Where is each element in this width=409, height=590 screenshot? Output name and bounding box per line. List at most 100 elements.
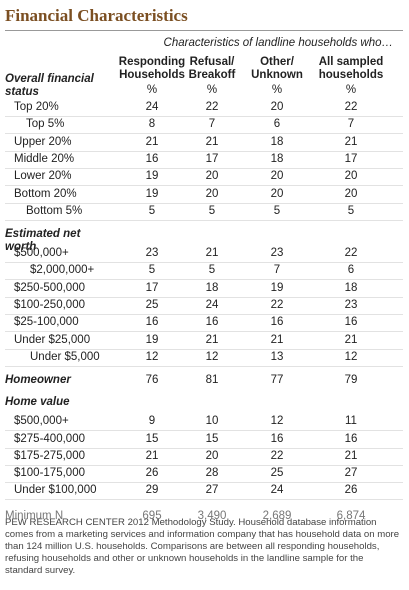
cell-value: % (271, 84, 283, 96)
cell-value: 25 (145, 299, 159, 311)
row-separator (5, 348, 403, 350)
cell-value: 21 (145, 449, 159, 462)
row-separator (5, 296, 403, 298)
cell-value: 18 (270, 135, 284, 148)
cell-value: 9 (148, 415, 156, 428)
title: Financial Characteristics (5, 6, 188, 25)
cell-value: 20 (270, 187, 284, 200)
cell-value: 23 (344, 299, 358, 311)
cell-value: 81 (205, 374, 219, 387)
cell-value: 20 (205, 449, 219, 462)
section-header: Homeowner (5, 374, 71, 387)
cell-value: 17 (145, 281, 159, 294)
row-separator (5, 262, 403, 264)
cell-value: 19 (145, 333, 159, 346)
cell-value: 76 (145, 374, 159, 387)
cell-value: 19 (270, 281, 284, 294)
column-header: Responding (118, 56, 186, 68)
cell-value: 12 (270, 415, 284, 428)
row-label: Top 5% (26, 118, 65, 131)
cell-value: 17 (205, 152, 219, 165)
cell-value: 22 (344, 101, 358, 113)
row-separator (5, 219, 403, 221)
subtitle: Characteristics of landline households w… (163, 37, 393, 49)
row-separator (5, 167, 403, 169)
column-header: Breakoff (188, 69, 236, 81)
cell-value: 2,689 (262, 509, 292, 522)
cell-value: 24 (270, 484, 284, 497)
cell-value: 16 (344, 316, 358, 329)
row-label: $100-175,000 (14, 467, 85, 480)
cell-value: 77 (270, 374, 284, 387)
row-label: $175-275,000 (14, 449, 85, 462)
cell-value: 79 (344, 374, 358, 387)
cell-value: 20 (270, 170, 284, 183)
cell-value: 12 (344, 350, 358, 363)
row-separator (5, 116, 403, 117)
cell-value: 20 (205, 170, 219, 183)
cell-value: % (146, 84, 158, 96)
cell-value: 23 (145, 247, 159, 260)
column-header: Refusal/ (189, 56, 235, 68)
title-rule (5, 30, 403, 31)
cell-value: 11 (345, 415, 357, 428)
cell-value: 21 (205, 135, 219, 148)
row-label: $2,000,000+ (30, 264, 95, 277)
column-header: households (318, 69, 384, 81)
cell-value: 29 (145, 484, 159, 497)
row-label: $100-250,000 (14, 299, 85, 311)
row-label: $500,000+ (14, 247, 69, 260)
cell-value: 16 (145, 152, 159, 165)
cell-value: 16 (270, 432, 284, 445)
cell-value: 26 (145, 467, 159, 480)
cell-value: 8 (148, 118, 156, 131)
cell-value: 18 (344, 281, 358, 294)
row-label: Top 20% (14, 101, 59, 113)
cell-value: 16 (344, 432, 358, 445)
cell-value: 16 (270, 316, 284, 329)
cell-value: 5 (347, 204, 355, 217)
cell-value: 25 (270, 467, 284, 480)
cell-value: 5 (273, 204, 281, 217)
row-label: $500,000+ (14, 415, 69, 428)
cell-value: 10 (205, 415, 219, 428)
cell-value: 26 (344, 484, 358, 497)
cell-value: 20 (344, 170, 358, 183)
row-separator (5, 482, 403, 484)
cell-value: 27 (344, 467, 358, 480)
row-label: Lower 20% (14, 170, 72, 183)
cell-value: 16 (145, 316, 159, 329)
row-label: $25-100,000 (14, 316, 79, 329)
cell-value: 21 (344, 449, 358, 462)
row-separator (5, 331, 403, 333)
cell-value: 22 (205, 101, 219, 113)
section-header: Home value (5, 396, 70, 409)
cell-value: 695 (142, 509, 162, 522)
cell-value: 13 (270, 350, 284, 363)
cell-value: 24 (145, 101, 159, 113)
column-header: All sampled (318, 56, 384, 68)
cell-value: 6 (347, 264, 355, 277)
cell-value: 24 (205, 299, 219, 311)
row-separator (5, 499, 403, 501)
column-header: Households (119, 69, 185, 81)
cell-value: 22 (270, 449, 284, 462)
row-separator (5, 447, 403, 449)
section-header: Estimated net worth (5, 228, 81, 254)
row-label: Middle 20% (14, 152, 75, 165)
row-separator (5, 365, 403, 367)
row-separator (5, 150, 403, 152)
cell-value: 21 (344, 135, 358, 148)
cell-value: 19 (145, 187, 159, 200)
cell-value: 20 (344, 187, 358, 200)
row-label: Bottom 5% (26, 204, 83, 217)
cell-value: 20 (205, 187, 219, 200)
row-label: Under $100,000 (14, 484, 97, 497)
cell-value: 21 (270, 333, 284, 346)
cell-value: 21 (205, 247, 219, 260)
cell-value: 20 (270, 101, 284, 113)
row-label: Under $5,000 (30, 350, 100, 363)
cell-value: 18 (270, 152, 284, 165)
cell-value: 18 (205, 281, 219, 294)
row-label: Bottom 20% (14, 187, 77, 200)
